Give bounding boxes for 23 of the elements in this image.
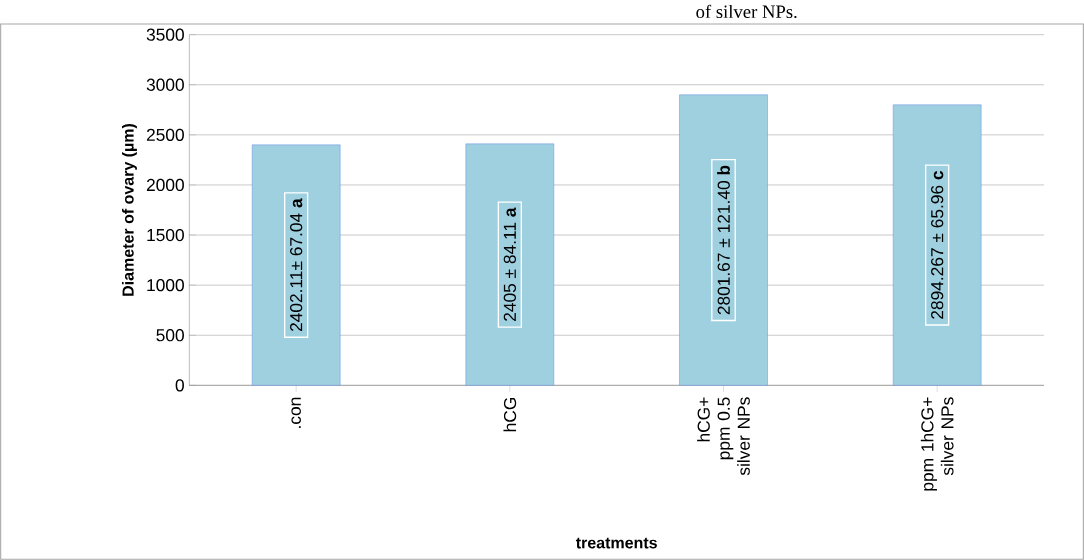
- x-tick-label: .con: [291, 397, 301, 428]
- annotation: 2405 ± 84.11 a: [503, 207, 516, 321]
- bar: [679, 94, 768, 386]
- text: of silver NPs.: [696, 4, 797, 19]
- x-tick-label: hCG: [503, 398, 517, 432]
- bar: [892, 104, 982, 386]
- y-tick-label: 2000: [146, 178, 184, 192]
- y-tick-label: 500: [156, 329, 184, 342]
- x-axis-title: treatments: [575, 537, 657, 549]
- y-tick-label: 0: [175, 379, 184, 392]
- annotation: 2894.267 ± 65.96 c: [931, 170, 944, 319]
- annotation: 2801.67 ± 121.40 b: [717, 165, 730, 315]
- y-tick-label: 1500: [147, 228, 184, 242]
- y-tick-label: 2500: [146, 128, 184, 141]
- annotation: 2402.11± 67.04 a: [290, 198, 303, 332]
- y-axis-title: Diameter of ovary (µm): [122, 123, 137, 296]
- y-tick-label: 3500: [146, 28, 184, 41]
- x-tick-label: ppm 1hCG+ silver NPs: [920, 397, 954, 491]
- y-tick-label: 3000: [146, 78, 184, 91]
- bar: [251, 144, 341, 386]
- y-tick-label: 1000: [147, 279, 184, 292]
- bar: [465, 143, 555, 386]
- x-tick-label: hCG+ ppm 0.5 silver NPs: [697, 397, 750, 476]
